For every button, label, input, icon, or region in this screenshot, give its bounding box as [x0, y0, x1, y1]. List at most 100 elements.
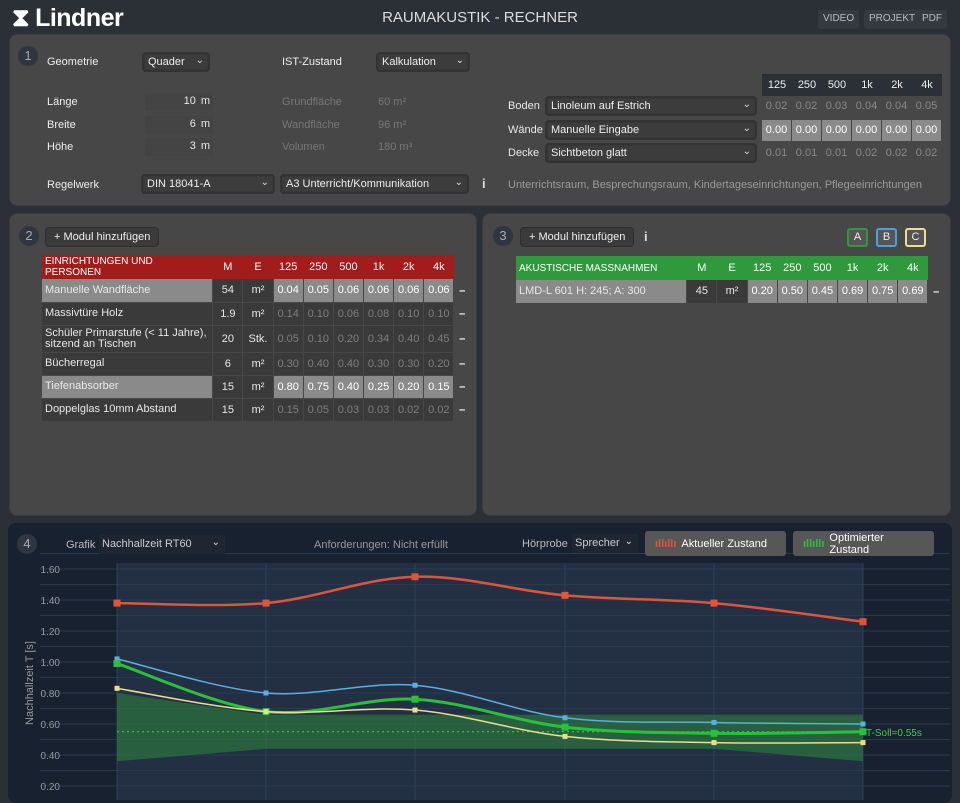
surface-material-select[interactable]: Manuelle Eingabe ⌄ — [545, 119, 757, 140]
row-name[interactable]: Tiefenabsorber — [42, 375, 214, 399]
row-name[interactable]: Manuelle Wandfläche — [42, 279, 214, 303]
remove-row-button[interactable]: – — [453, 375, 470, 398]
row-quantity[interactable]: 6 — [212, 352, 244, 376]
remove-row-button[interactable]: – — [453, 398, 470, 421]
y-tick-label: 1.20 — [41, 627, 61, 638]
frequency-header-1k: 1k — [861, 79, 873, 91]
variant-b-button[interactable]: B — [876, 228, 897, 247]
row-quantity[interactable]: 20 — [212, 325, 244, 353]
absorption-value: 0.04 — [855, 100, 878, 112]
absorption-value: 0.34 — [363, 325, 395, 353]
regelwerk-select[interactable]: DIN 18041-A ⌄ — [141, 174, 275, 194]
nutzung-select[interactable]: A3 Unterricht/Kommunikation ⌄ — [280, 174, 469, 194]
remove-row-button[interactable]: – — [453, 279, 470, 302]
absorption-value[interactable]: 0.00 — [792, 119, 821, 141]
absorption-value: 0.40 — [393, 325, 425, 353]
absorption-value[interactable]: 0.00 — [762, 119, 791, 141]
variant-c-button[interactable]: C — [905, 228, 926, 247]
row-unit: Stk. — [242, 325, 274, 353]
measures-panel — [482, 213, 951, 516]
absorption-value[interactable]: 0.75 — [867, 280, 899, 304]
column-header-125: 125 — [278, 261, 298, 273]
absorption-value[interactable]: 0.00 — [882, 119, 911, 141]
hoerprobe-select[interactable]: Sprecher ⌄ — [572, 534, 638, 553]
absorption-value[interactable]: 0.06 — [423, 279, 455, 303]
brand-logo: ⧗ Lindner — [12, 4, 124, 33]
absorption-value[interactable]: 0.00 — [822, 119, 851, 141]
frequency-header-250: 250 — [797, 79, 817, 91]
absorption-value[interactable]: 0.50 — [777, 280, 808, 304]
absorption-value[interactable]: 0.25 — [363, 375, 395, 399]
absorption-value[interactable]: 0.69 — [837, 280, 869, 304]
row-quantity[interactable]: 15 — [212, 398, 244, 422]
geometrie-select[interactable]: Quader ⌄ — [142, 52, 210, 72]
info-icon[interactable]: i — [482, 176, 486, 191]
absorption-value[interactable]: 0.45 — [807, 280, 839, 304]
absorption-value[interactable]: 0.06 — [393, 279, 425, 303]
surface-material-select[interactable]: Linoleum auf Estrich ⌄ — [545, 96, 757, 116]
surface-material-value: Manuelle Eingabe — [551, 123, 640, 136]
grafik-value: Nachhallzeit RT60 — [102, 538, 192, 550]
remove-row-button[interactable]: – — [927, 280, 944, 303]
chevron-down-icon: ⌄ — [195, 55, 204, 66]
data-point — [411, 573, 419, 581]
table-row: Bücherregal 6 m² 0.30 0.40 0.40 0.30 0.30 0.20– — [42, 352, 470, 376]
dimension-input-länge[interactable]: 10 m — [145, 93, 213, 111]
projekt-button[interactable]: PROJEKT — [864, 10, 921, 29]
app-header: ⧗ Lindner RAUMAKUSTIK - RECHNER VIDEO PRO… — [0, 0, 960, 34]
absorption-value[interactable]: 0.75 — [303, 375, 334, 399]
row-quantity[interactable]: 1.9 — [212, 302, 244, 326]
row-unit: m² — [242, 375, 274, 399]
absorption-value: 0.30 — [363, 352, 395, 376]
absorption-value[interactable]: 0.00 — [852, 119, 881, 141]
data-point — [412, 682, 418, 688]
remove-row-button[interactable]: – — [453, 352, 470, 375]
chevron-down-icon: ⌄ — [454, 177, 463, 188]
row-name[interactable]: LMD-L 601 H: 245; A: 300 — [516, 280, 688, 304]
row-quantity[interactable]: 54 — [212, 279, 244, 303]
data-point — [412, 707, 418, 713]
absorption-value[interactable]: 0.06 — [333, 279, 365, 303]
info-icon[interactable]: i — [644, 229, 648, 244]
absorption-value[interactable]: 0.80 — [273, 375, 304, 399]
variant-a-button[interactable]: A — [847, 228, 868, 247]
ist-zustand-select[interactable]: Kalkulation ⌄ — [376, 52, 470, 72]
add-measure-button[interactable]: + Modul hinzufügen — [520, 227, 635, 247]
geometrie-label: Geometrie — [47, 56, 99, 68]
regelwerk-value: DIN 18041-A — [147, 178, 211, 190]
absorption-value[interactable]: 0.05 — [303, 279, 334, 303]
play-optimized-state-button[interactable]: ıllıllı Optimierter Zustand — [793, 531, 934, 556]
pdf-button[interactable]: PDF — [917, 10, 947, 29]
absorption-value[interactable]: 0.20 — [747, 280, 778, 304]
play-current-state-button[interactable]: ıllıllı Aktueller Zustand — [645, 531, 786, 556]
video-button[interactable]: VIDEO — [818, 10, 860, 29]
absorption-value: 0.10 — [393, 302, 425, 326]
regelwerk-label: Regelwerk — [47, 179, 99, 191]
add-module-button[interactable]: + Modul hinzufügen — [45, 227, 160, 247]
row-quantity[interactable]: 15 — [212, 375, 244, 399]
absorption-value[interactable]: 0.40 — [333, 375, 365, 399]
remove-row-button[interactable]: – — [453, 302, 470, 325]
absorption-value[interactable]: 0.04 — [273, 279, 304, 303]
chevron-down-icon: ⌄ — [742, 146, 751, 157]
absorption-value: 0.10 — [303, 302, 334, 326]
column-header-1k: 1k — [846, 262, 859, 274]
row-quantity[interactable]: 45 — [686, 280, 718, 304]
absorption-value: 0.20 — [423, 352, 455, 376]
absorption-value[interactable]: 0.00 — [912, 119, 941, 141]
remove-row-button[interactable]: – — [453, 325, 470, 352]
grafik-select[interactable]: Nachhallzeit RT60 ⌄ — [99, 535, 225, 554]
surface-material-select[interactable]: Sichtbeton glatt ⌄ — [545, 143, 757, 163]
data-point — [263, 690, 269, 696]
absorption-value[interactable]: 0.69 — [897, 280, 929, 304]
absorption-value[interactable]: 0.06 — [363, 279, 395, 303]
row-unit: m² — [242, 302, 274, 326]
step-number-3: 3 — [493, 226, 513, 246]
absorption-value[interactable]: 0.20 — [393, 375, 425, 399]
column-header-250: 250 — [783, 262, 802, 274]
absorption-value: 0.40 — [303, 352, 334, 376]
absorption-value[interactable]: 0.15 — [423, 375, 455, 399]
y-tick-label: 0.80 — [41, 689, 61, 700]
